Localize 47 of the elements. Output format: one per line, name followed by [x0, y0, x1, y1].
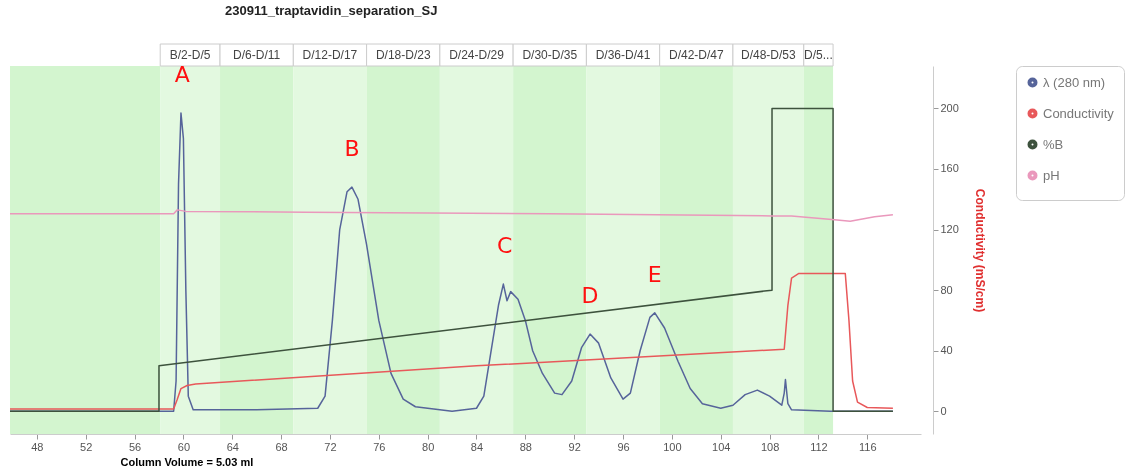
x-tick-label: 56: [128, 440, 142, 453]
x-axis-title: Column Volume = 5.03 ml: [120, 455, 254, 468]
x-tick-label: 68: [275, 440, 288, 453]
y-tick-label: 160: [940, 162, 959, 175]
band-label: D/6-D/11: [233, 48, 281, 62]
annotation: D: [581, 283, 599, 309]
x-tick-label: 88: [519, 440, 532, 453]
x-tick-label: 100: [663, 440, 682, 453]
line-series: [10, 209, 894, 222]
x-tick-label: 108: [760, 440, 780, 453]
band-label: D/48-D/53: [741, 48, 797, 62]
annotation: A: [174, 61, 190, 87]
x-tick-label: 92: [568, 440, 581, 453]
y-tick-label: 80: [940, 283, 953, 296]
x-tick-label: 76: [373, 440, 386, 453]
annotation: B: [344, 136, 360, 162]
x-tick-label: 80: [422, 440, 435, 453]
x-tick-label: 96: [617, 440, 630, 453]
x-tick-label: 60: [177, 440, 191, 453]
annotation: E: [647, 261, 662, 287]
y-tick-label: 120: [940, 223, 959, 236]
x-tick-label: 116: [858, 440, 877, 453]
chart-title: 230911_traptavidin_separation_SJ: [225, 2, 438, 18]
x-tick-label: 52: [80, 440, 93, 453]
band-label: B/2-D/5: [169, 48, 211, 62]
x-tick-label: 72: [324, 440, 337, 453]
band-label: D/30-D/35: [522, 48, 578, 62]
legend-label: Conductivity: [1043, 105, 1115, 121]
y-tick-label: 0: [940, 404, 947, 417]
legend-label: λ (280 nm): [1043, 74, 1106, 90]
y-tick-label: 200: [940, 101, 959, 114]
band-label: D/18-D/23: [375, 48, 431, 62]
x-tick-label: 112: [810, 440, 828, 453]
band-label: D/36-D/41: [595, 48, 651, 62]
x-tick-label: 84: [470, 440, 484, 453]
x-tick-label: 48: [31, 440, 44, 453]
band-label: D/12-D/17: [302, 48, 358, 62]
legend-label: pH: [1043, 167, 1060, 183]
x-tick-label: 104: [712, 440, 731, 453]
legend-label: %B: [1043, 136, 1064, 152]
y-tick-label: 40: [940, 344, 953, 357]
band-label: D/5...: [804, 48, 833, 62]
annotation: C: [496, 233, 513, 259]
band-label: D/24-D/29: [449, 48, 505, 62]
y-axis-title: Conductivity (mS/cm): [972, 188, 987, 313]
band-label: D/42-D/47: [668, 48, 724, 62]
x-tick-label: 64: [226, 440, 239, 453]
